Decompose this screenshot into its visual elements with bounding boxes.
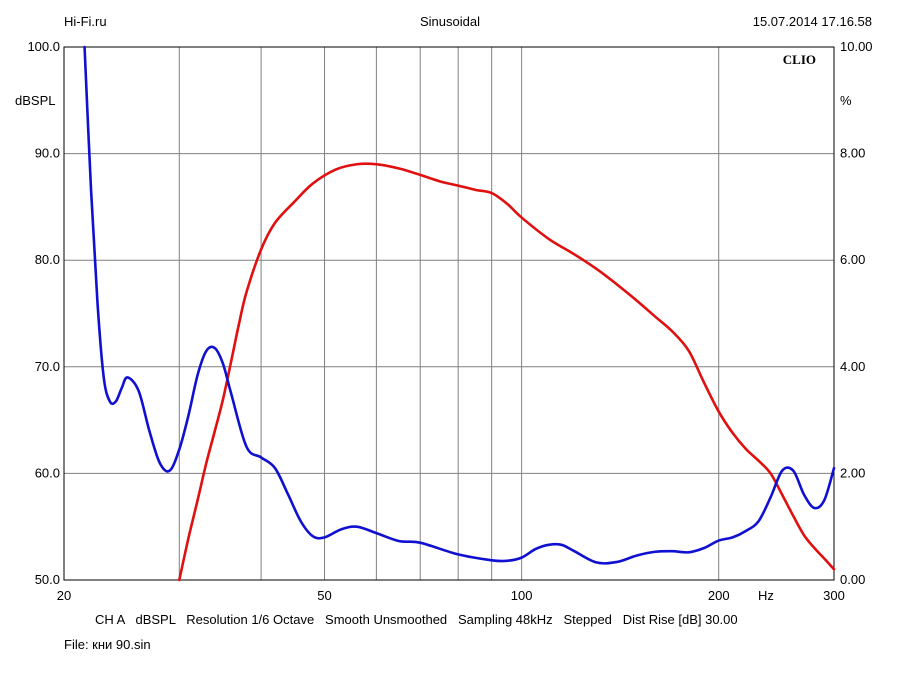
clio-watermark: CLIO bbox=[783, 52, 816, 67]
header-brand: Hi-Fi.ru bbox=[64, 14, 107, 29]
x-tick-label: 50 bbox=[317, 588, 331, 603]
header-title: Sinusoidal bbox=[420, 14, 480, 29]
x-tick-label: 300 bbox=[823, 588, 845, 603]
y2-tick-label: 8.00 bbox=[840, 146, 865, 161]
y-tick-label: 100.0 bbox=[27, 39, 60, 54]
plot-frame bbox=[63, 46, 835, 581]
y-tick-label: 90.0 bbox=[35, 146, 60, 161]
y-tick-label: 50.0 bbox=[35, 572, 60, 587]
y-axis-label: dBSPL bbox=[15, 93, 55, 108]
x-tick-label: 200 bbox=[708, 588, 730, 603]
x-tick-label: 100 bbox=[511, 588, 533, 603]
y2-tick-label: 4.00 bbox=[840, 359, 865, 374]
x-tick-label: 20 bbox=[57, 588, 71, 603]
y-tick-label: 60.0 bbox=[35, 465, 60, 480]
y-tick-label: 80.0 bbox=[35, 252, 60, 267]
y-tick-label: 70.0 bbox=[35, 359, 60, 374]
y2-tick-label: 10.00 bbox=[840, 39, 873, 54]
y2-tick-label: 2.00 bbox=[840, 465, 865, 480]
grid-lines bbox=[64, 46, 834, 581]
y2-tick-label: 6.00 bbox=[840, 252, 865, 267]
y2-tick-label: 0.00 bbox=[840, 572, 865, 587]
axis-ticks: 50.0 60.0 70.0 80.0 90.0 100.0 0.00 2.00 4.00 6.0… bbox=[27, 39, 872, 603]
x-axis-unit: Hz bbox=[758, 588, 774, 603]
file-name: File: кни 90.sin bbox=[64, 637, 151, 652]
measurement-settings: CH A dBSPL Resolution 1/6 Octave Smooth … bbox=[95, 612, 738, 627]
y2-axis-label: % bbox=[840, 93, 852, 108]
header-timestamp: 15.07.2014 17.16.58 bbox=[752, 14, 872, 29]
series-group bbox=[83, 45, 836, 582]
distortion-curve bbox=[83, 45, 836, 565]
spl-curve bbox=[177, 162, 836, 582]
